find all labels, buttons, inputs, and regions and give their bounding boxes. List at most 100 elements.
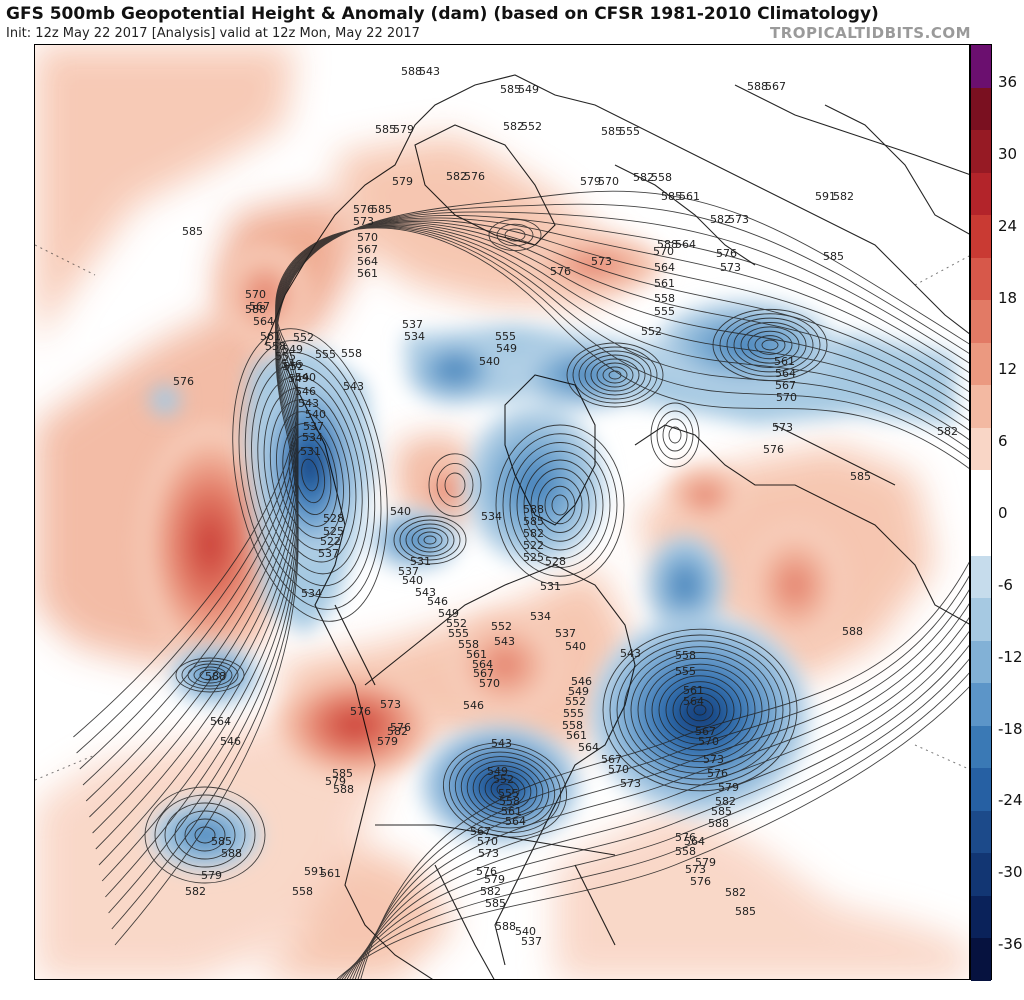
contour-label: 534 — [404, 330, 425, 343]
colorbar-segment — [971, 725, 991, 769]
height-contour — [352, 603, 969, 979]
contour-label: 543 — [415, 586, 436, 599]
contour-label: 543 — [343, 380, 364, 393]
height-contour — [181, 660, 239, 690]
contour-label: 564 — [253, 315, 274, 328]
colorbar-tick-label: -36 — [998, 935, 1023, 953]
height-contour — [484, 774, 526, 806]
contour-label: 573 — [620, 777, 641, 790]
contour-label: 525 — [523, 551, 544, 564]
chart-subtitle: Init: 12z May 22 2017 [Analysis] valid a… — [6, 26, 420, 41]
colorbar-segment — [971, 555, 991, 599]
height-contour — [393, 515, 467, 565]
height-contour — [354, 589, 969, 979]
contour-label: 585 — [375, 123, 396, 136]
contour-label: 567 — [775, 379, 796, 392]
colorbar-tick-label: -12 — [998, 647, 1023, 666]
contour-label: 567 — [601, 753, 622, 766]
height-contour — [623, 646, 777, 774]
contour-label: 528 — [323, 512, 344, 525]
contour-label: 591 — [815, 190, 836, 203]
height-contour — [537, 477, 583, 533]
contour-label: 558 — [292, 885, 313, 898]
contour-label: 567 — [695, 725, 716, 738]
contour-label: 552 — [491, 620, 512, 633]
colorbar-segment — [971, 810, 991, 854]
height-contour — [747, 330, 793, 360]
height-contour — [174, 810, 236, 860]
height-contour — [276, 411, 344, 539]
height-contour — [282, 423, 338, 527]
contour-label: 576 — [476, 865, 497, 878]
contour-label: 588 — [333, 783, 354, 796]
height-contour — [263, 387, 357, 563]
contour-label: 579 — [392, 175, 413, 188]
height-contour — [530, 468, 590, 542]
colorbar-segment — [971, 172, 991, 216]
contour-label: 537 — [318, 547, 339, 560]
credit-label: TROPICALTIDBITS.COM — [770, 24, 971, 42]
height-contour — [478, 769, 532, 811]
contour-label: 561 — [501, 805, 522, 818]
contour-label: 540 — [390, 505, 411, 518]
contour-label: 558 — [499, 795, 520, 808]
height-contour — [662, 418, 688, 452]
contour-label: 561 — [566, 729, 587, 742]
height-contour — [428, 453, 482, 517]
contour-label: 588 — [708, 817, 729, 830]
contour-label: 591 — [304, 865, 325, 878]
contour-label: 540 — [402, 574, 423, 587]
contour-label: 576 — [353, 203, 374, 216]
contour-label: 558 — [675, 845, 696, 858]
contour-label: 567 — [249, 300, 270, 313]
contour-label: 528 — [545, 555, 566, 568]
height-contours — [73, 190, 969, 979]
contour-label: 555 — [675, 665, 696, 678]
contour-label: 537 — [555, 627, 576, 640]
contour-label: 570 — [776, 391, 797, 404]
contour-label: 579 — [393, 123, 414, 136]
contour-label: 588 — [747, 80, 768, 93]
contour-label: 564 — [675, 238, 696, 251]
contour-label: 564 — [472, 658, 493, 671]
contour-label: 564 — [210, 715, 231, 728]
contour-label: 552 — [493, 773, 514, 786]
contour-label: 585 — [711, 805, 732, 818]
contour-label: 573 — [353, 215, 374, 228]
contour-label: 573 — [380, 698, 401, 711]
contour-label: 534 — [530, 610, 551, 623]
height-contour — [108, 211, 969, 914]
height-contour — [444, 472, 466, 498]
contour-label: 582 — [715, 795, 736, 808]
height-contour — [472, 765, 538, 815]
height-contour — [73, 227, 969, 738]
height-contour — [726, 317, 814, 373]
height-contour — [423, 535, 437, 545]
height-contour — [668, 426, 682, 444]
contour-label: 585 — [371, 203, 392, 216]
height-contour — [679, 692, 721, 728]
contour-label: 540 — [305, 408, 326, 421]
contour-label: 579 — [580, 175, 601, 188]
contour-label: 573 — [478, 847, 499, 860]
height-contour — [516, 450, 604, 560]
contour-label: 549 — [568, 685, 589, 698]
contour-label: 558 — [651, 171, 672, 184]
contour-label: 552 — [565, 695, 586, 708]
height-contour — [740, 326, 800, 364]
contour-label: 540 — [565, 640, 586, 653]
colorbar-segment — [971, 768, 991, 812]
height-contour — [578, 350, 652, 400]
colorbar-segment — [971, 257, 991, 301]
contour-label: 561 — [320, 867, 341, 880]
contour-label: 582 — [185, 885, 206, 898]
colorbar-segment — [971, 45, 991, 89]
contour-label: 558 — [458, 638, 479, 651]
contour-label: 546 — [295, 385, 316, 398]
contour-label: 576 — [716, 247, 737, 260]
height-contour — [399, 519, 461, 561]
height-contour — [523, 459, 597, 551]
contour-label: 576 — [675, 831, 696, 844]
height-contour — [105, 214, 969, 898]
